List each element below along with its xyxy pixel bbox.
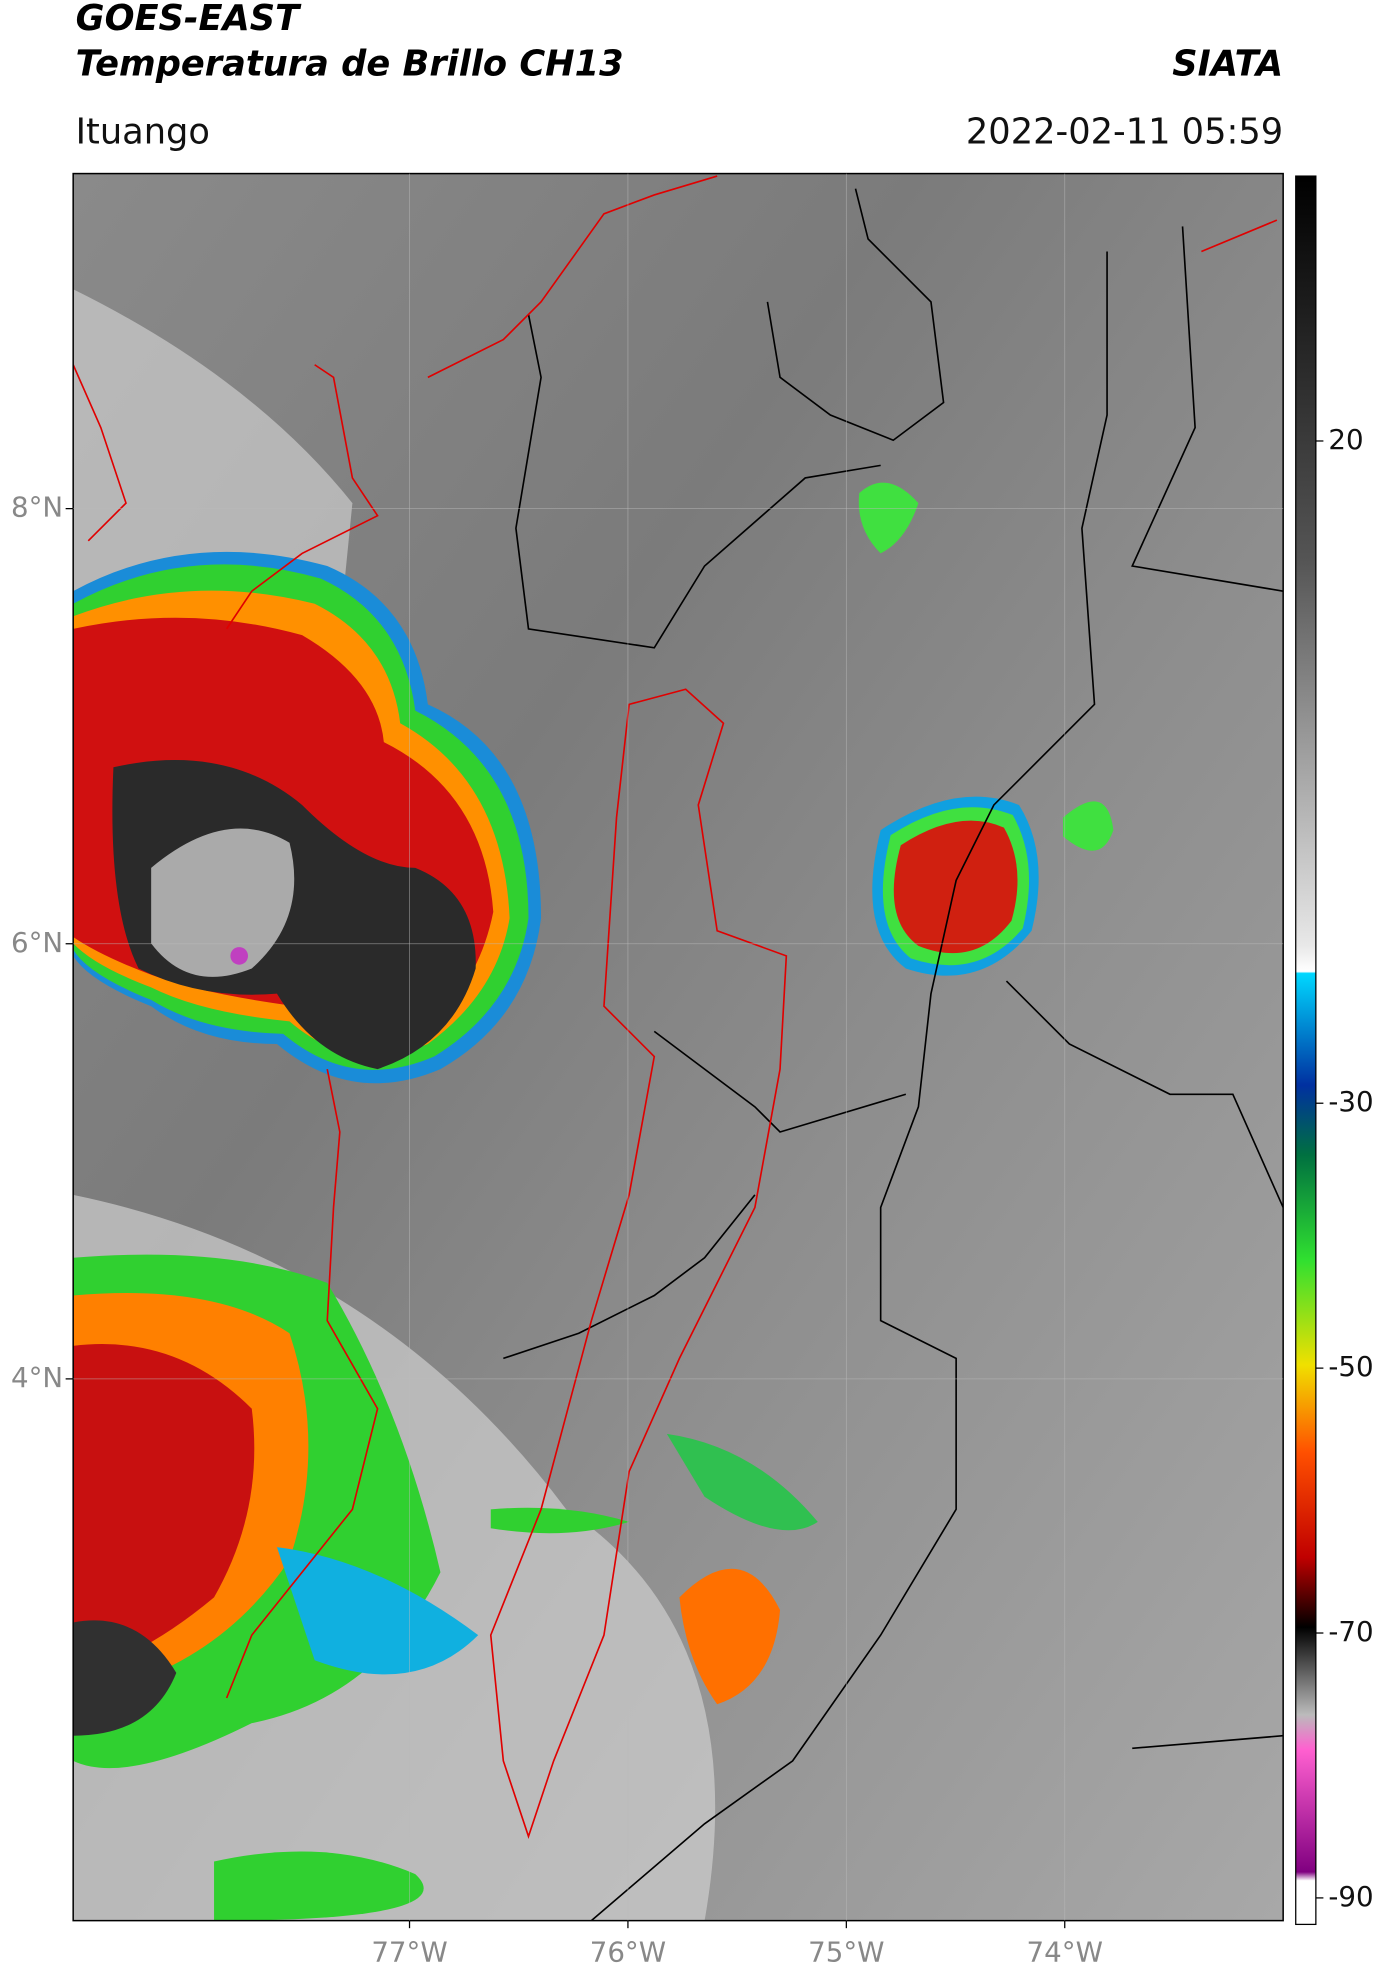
datetime: 2022-02-11 05:59 [966,111,1283,152]
satellite-image [73,173,1284,1921]
source: SIATA [1172,43,1283,84]
x-tick-label: 76°W [590,1935,666,1968]
colorbar-tick-label: -90 [1328,1880,1373,1913]
location: Ituango [76,111,210,152]
colorbar [1295,175,1317,1926]
x-tick-label: 74°W [1027,1935,1103,1968]
colorbar-tick-label: -70 [1328,1615,1373,1648]
colorbar-tick-label: -50 [1328,1350,1373,1383]
title: GOES-EAST [76,0,302,39]
subtitle: Temperatura de Brillo CH13 [76,43,624,84]
x-tick-label: 75°W [808,1935,884,1968]
map-frame [72,172,1284,1922]
colorbar-tick-label: -30 [1328,1085,1373,1118]
y-tick-label: 8°N [11,491,63,524]
colorbar-tick-label: 20 [1328,423,1363,456]
y-tick-label: 4°N [11,1361,63,1394]
x-tick-label: 77°W [371,1935,447,1968]
y-tick-label: 6°N [11,926,63,959]
